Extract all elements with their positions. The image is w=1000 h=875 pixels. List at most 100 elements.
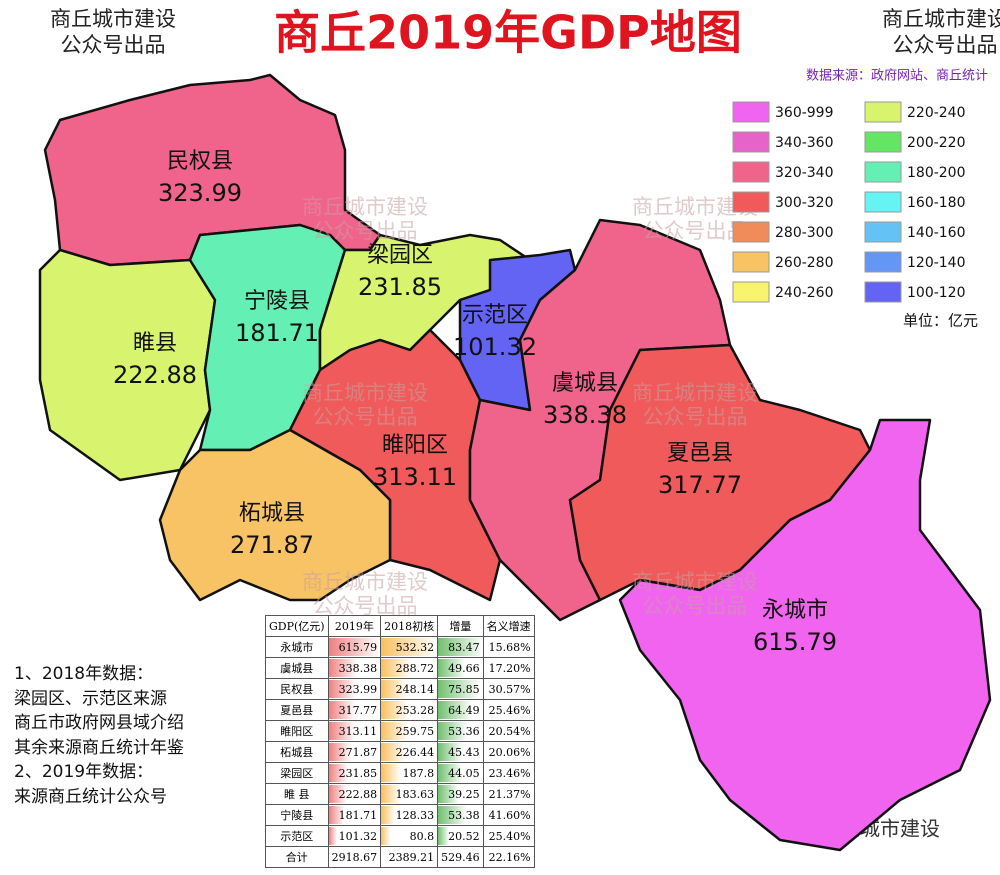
cell-bar	[438, 722, 467, 740]
table-cell: 25.46%	[482, 699, 535, 721]
logo: 商丘城市建设	[882, 7, 1000, 31]
cell-text: 231.85	[338, 766, 378, 780]
table-cell: 41.60%	[482, 804, 535, 826]
watermark: 公众号出品	[643, 219, 748, 243]
cell-text: 53.36	[448, 724, 480, 738]
cell-text: 20.06%	[488, 745, 531, 759]
cell-text: 49.66	[448, 661, 480, 675]
table-cell: 睢阳区	[265, 720, 329, 742]
cell-bar	[328, 722, 355, 740]
cell-bar	[381, 659, 412, 677]
legend-label: 320-340	[775, 165, 834, 181]
watermark: 公众号出品	[313, 405, 418, 429]
cell-bar	[381, 743, 405, 761]
legend-label: 120-140	[907, 255, 966, 271]
table-cell: 虞城县	[265, 657, 329, 679]
notes: 1、2018年数据： 梁园区、示范区来源 商丘市政府网县域介绍 其余来源商丘统计年鉴 2…	[14, 662, 184, 809]
table-cell: 248.14	[380, 678, 439, 700]
legend-label: 260-280	[775, 255, 834, 271]
region	[158, 428, 392, 602]
table-cell: 2918.67	[327, 846, 382, 868]
cell-text: 532.32	[395, 640, 435, 654]
table-cell: 64.49	[437, 699, 484, 721]
table-cell: 288.72	[380, 657, 439, 679]
table-row: 梁园区 231.85 187.8 44.05 23.46%	[265, 762, 535, 784]
table-cell: 20.52	[437, 825, 484, 847]
legend-label: 160-180	[907, 195, 966, 211]
legend-label: 180-200	[907, 165, 966, 181]
cell-text: 合计	[285, 851, 308, 864]
cell-bar	[328, 827, 338, 845]
logo: 公众号出品	[893, 33, 998, 57]
cell-bar	[381, 764, 401, 782]
legend-swatch	[732, 191, 770, 213]
table-cell: 49.66	[437, 657, 484, 679]
table-cell: 永城市	[265, 636, 329, 658]
header-cell: 名义增速	[482, 615, 535, 637]
cell-text: 64.49	[448, 703, 480, 717]
legend-swatch	[732, 281, 770, 303]
legend-label: 240-260	[775, 285, 834, 301]
cell-text: 23.46%	[488, 766, 531, 780]
cell-bar	[438, 701, 473, 719]
table-row: 示范区 101.32 80.8 20.52 25.40%	[265, 825, 535, 847]
region-name: 虞城县	[552, 371, 618, 396]
table-cell: 23.46%	[482, 762, 535, 784]
table-row: 永城市 615.79 532.32 83.47 15.68%	[265, 636, 535, 658]
header-cell: GDP(亿元)	[265, 615, 329, 637]
cell-text: 183.63	[395, 787, 435, 801]
cell-bar	[328, 743, 352, 761]
cell-bar	[438, 806, 467, 824]
table-cell: 宁陵县	[265, 804, 329, 826]
cell-text: 75.85	[448, 682, 480, 696]
watermark: 公众号出品	[643, 594, 748, 618]
header-cell: 增量	[437, 615, 484, 637]
region-value: 317.77	[658, 471, 742, 499]
cell-bar	[328, 638, 381, 656]
cell-bar	[328, 659, 357, 677]
table-row: 宁陵县 181.71 128.33 53.38 41.60%	[265, 804, 535, 826]
region-value: 231.85	[358, 273, 442, 301]
cell-text: 271.87	[338, 745, 378, 759]
table-cell: 128.33	[380, 804, 439, 826]
legend-label: 300-320	[775, 195, 834, 211]
legend-label: 280-300	[775, 225, 834, 241]
cell-text: 288.72	[395, 661, 435, 675]
legend-label: 220-240	[907, 105, 966, 121]
region-name: 梁园区	[367, 243, 433, 268]
cell-bar	[328, 701, 356, 719]
cell-text: 虞城县	[280, 662, 314, 675]
table-cell: 529.46	[437, 846, 484, 868]
cell-text: 梁园区	[280, 767, 314, 780]
cell-bar	[381, 680, 408, 698]
legend-swatch	[864, 131, 902, 153]
table-cell: 323.99	[327, 678, 382, 700]
region-name: 宁陵县	[244, 289, 310, 314]
table-cell: 合计	[265, 846, 329, 868]
note-line: 2、2019年数据：	[14, 762, 154, 782]
cell-text: 181.71	[338, 808, 378, 822]
table-cell: 187.8	[380, 762, 439, 784]
cell-bar	[438, 659, 465, 677]
region-name: 民权县	[167, 149, 233, 174]
watermark: 商丘城市建设	[302, 195, 428, 219]
note-line: 来源商丘统计公众号	[14, 786, 167, 807]
cell-bar	[381, 722, 409, 740]
table-cell: 83.47	[437, 636, 484, 658]
cell-text: 128.33	[395, 808, 435, 822]
table-cell: 226.44	[380, 741, 439, 763]
cell-text: 248.14	[395, 682, 435, 696]
cell-text: 22.16%	[488, 850, 531, 864]
header-cell: 2018初核	[380, 615, 439, 637]
note-line: 其余来源商丘统计年鉴	[14, 737, 184, 758]
table-cell: 615.79	[327, 636, 382, 658]
region-value: 323.99	[158, 179, 242, 207]
cell-text: 25.46%	[488, 703, 531, 717]
cell-text: 17.20%	[488, 661, 531, 675]
gdp-table: GDP(亿元) 2019年 2018初核 增量 名义增速 永城市 615.79 532.32 8…	[265, 615, 535, 868]
watermark: 商丘城市建设	[632, 381, 758, 405]
legend-swatch	[864, 101, 902, 123]
cell-text: 338.38	[338, 661, 378, 675]
cell-bar	[381, 827, 390, 845]
